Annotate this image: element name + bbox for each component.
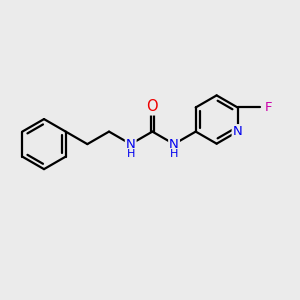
Text: H: H <box>170 148 178 158</box>
Text: F: F <box>265 101 272 114</box>
Text: H: H <box>127 148 135 158</box>
Text: N: N <box>169 138 179 151</box>
Text: N: N <box>233 125 242 138</box>
Text: N: N <box>126 138 136 151</box>
Text: O: O <box>147 99 158 114</box>
